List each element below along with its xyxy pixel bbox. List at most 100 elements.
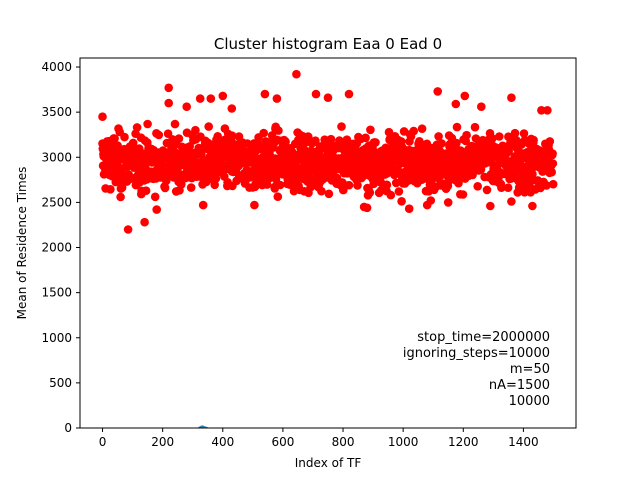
- scatter-point: [292, 69, 301, 79]
- histogram-bar: [205, 426, 207, 428]
- scatter-point: [317, 186, 326, 196]
- scatter-point: [365, 188, 375, 197]
- scatter-point: [344, 180, 354, 190]
- scatter-point: [154, 130, 164, 140]
- scatter-point: [152, 205, 161, 214]
- scatter-point: [452, 138, 461, 148]
- scatter-point: [259, 128, 269, 138]
- scatter-point: [311, 136, 320, 145]
- scatter-point: [486, 201, 495, 211]
- scatter-point: [371, 138, 380, 147]
- scatter-point: [281, 137, 290, 146]
- annotation-ignoring-steps: ignoring_steps=10000: [403, 346, 550, 361]
- scatter-point: [462, 130, 471, 140]
- histogram-bar: [204, 426, 206, 428]
- scatter-point: [164, 98, 173, 108]
- scatter-point: [394, 187, 404, 196]
- chart-title: Cluster histogram Eaa 0 Ead 0: [214, 35, 442, 53]
- scatter-point: [143, 119, 152, 129]
- scatter-point: [116, 192, 125, 202]
- scatter-point: [437, 139, 446, 148]
- scatter-point: [519, 129, 529, 138]
- scatter-point: [528, 201, 537, 211]
- scatter-point: [477, 102, 486, 111]
- scatter-point: [186, 183, 196, 192]
- x-tick-label: 0: [99, 435, 107, 449]
- x-tick-label: 1000: [388, 435, 419, 449]
- y-tick-label: 3000: [41, 150, 72, 164]
- scatter-point: [384, 127, 394, 137]
- scatter-point: [471, 134, 481, 143]
- annotation-stop-time: stop_time=2000000: [417, 330, 550, 345]
- scatter-point: [547, 167, 556, 177]
- scatter-point: [404, 204, 414, 213]
- plot-area: [98, 69, 558, 428]
- scatter-point: [507, 197, 516, 206]
- scatter-point: [275, 180, 285, 190]
- scatter-point: [250, 200, 259, 210]
- y-tick-label: 2000: [41, 241, 72, 255]
- scatter-point: [106, 185, 115, 194]
- scatter-point: [140, 217, 149, 227]
- scatter-point: [362, 203, 372, 213]
- scatter-point: [497, 183, 506, 192]
- scatter-point: [510, 128, 520, 138]
- scatter-point: [227, 131, 237, 140]
- scatter-point: [132, 123, 142, 132]
- scatter-point: [460, 91, 470, 101]
- histogram-bar: [200, 425, 202, 428]
- scatter-point: [397, 197, 406, 206]
- histogram-bar: [201, 425, 203, 428]
- scatter-point: [503, 183, 513, 192]
- scatter-point: [339, 185, 348, 195]
- scatter-point: [391, 178, 401, 188]
- scatter-point: [160, 183, 170, 193]
- scatter-point: [174, 134, 184, 143]
- scatter-point: [150, 192, 160, 202]
- scatter-point: [227, 104, 237, 113]
- annotation-m: m=50: [510, 362, 550, 377]
- scatter-point: [520, 188, 529, 197]
- scatter-point: [195, 94, 205, 103]
- scatter-point: [273, 192, 283, 201]
- scatter-point: [470, 122, 480, 132]
- scatter-point: [98, 112, 107, 121]
- y-tick-label: 3500: [41, 105, 72, 119]
- scatter-point: [548, 149, 557, 158]
- scatter-point: [204, 122, 213, 131]
- scatter-point: [548, 159, 558, 168]
- scatter-point: [458, 190, 468, 199]
- scatter-point: [274, 126, 283, 135]
- y-axis-label: Mean of Residence Times: [15, 167, 29, 320]
- scatter-point: [218, 91, 228, 101]
- scatter-point: [417, 124, 427, 133]
- scatter-point: [337, 122, 346, 131]
- y-tick-label: 0: [64, 421, 72, 435]
- scatter-point: [182, 102, 191, 111]
- y-axis-ticks: 0 500 1000 1500 2000 2500 3000 3500 4000: [41, 60, 80, 435]
- scatter-point: [164, 83, 173, 93]
- y-tick-label: 1500: [41, 286, 72, 300]
- plot-frame: [79, 57, 577, 429]
- scatter-point: [324, 189, 334, 199]
- scatter-point: [311, 89, 321, 99]
- scatter-point: [545, 137, 555, 146]
- scatter-point: [443, 198, 453, 207]
- histogram-bar: [202, 425, 205, 428]
- scatter-point: [507, 93, 516, 102]
- scatter-point: [542, 181, 551, 190]
- y-tick-label: 500: [49, 376, 72, 390]
- x-tick-label: 600: [271, 435, 294, 449]
- scatter-point: [323, 93, 333, 102]
- scatter-point: [206, 94, 216, 103]
- scatter-point: [272, 94, 282, 103]
- scatter-point: [110, 134, 119, 143]
- scatter-point: [482, 185, 492, 195]
- scatter-point: [504, 146, 513, 156]
- scatter-point: [529, 135, 538, 145]
- scatter-point: [120, 132, 129, 142]
- x-axis-ticks: 0 200 400 600 800 1000 1200 1400: [99, 428, 539, 449]
- scatter-point: [191, 125, 200, 135]
- scatter-point: [495, 132, 504, 141]
- scatter-point: [366, 125, 375, 135]
